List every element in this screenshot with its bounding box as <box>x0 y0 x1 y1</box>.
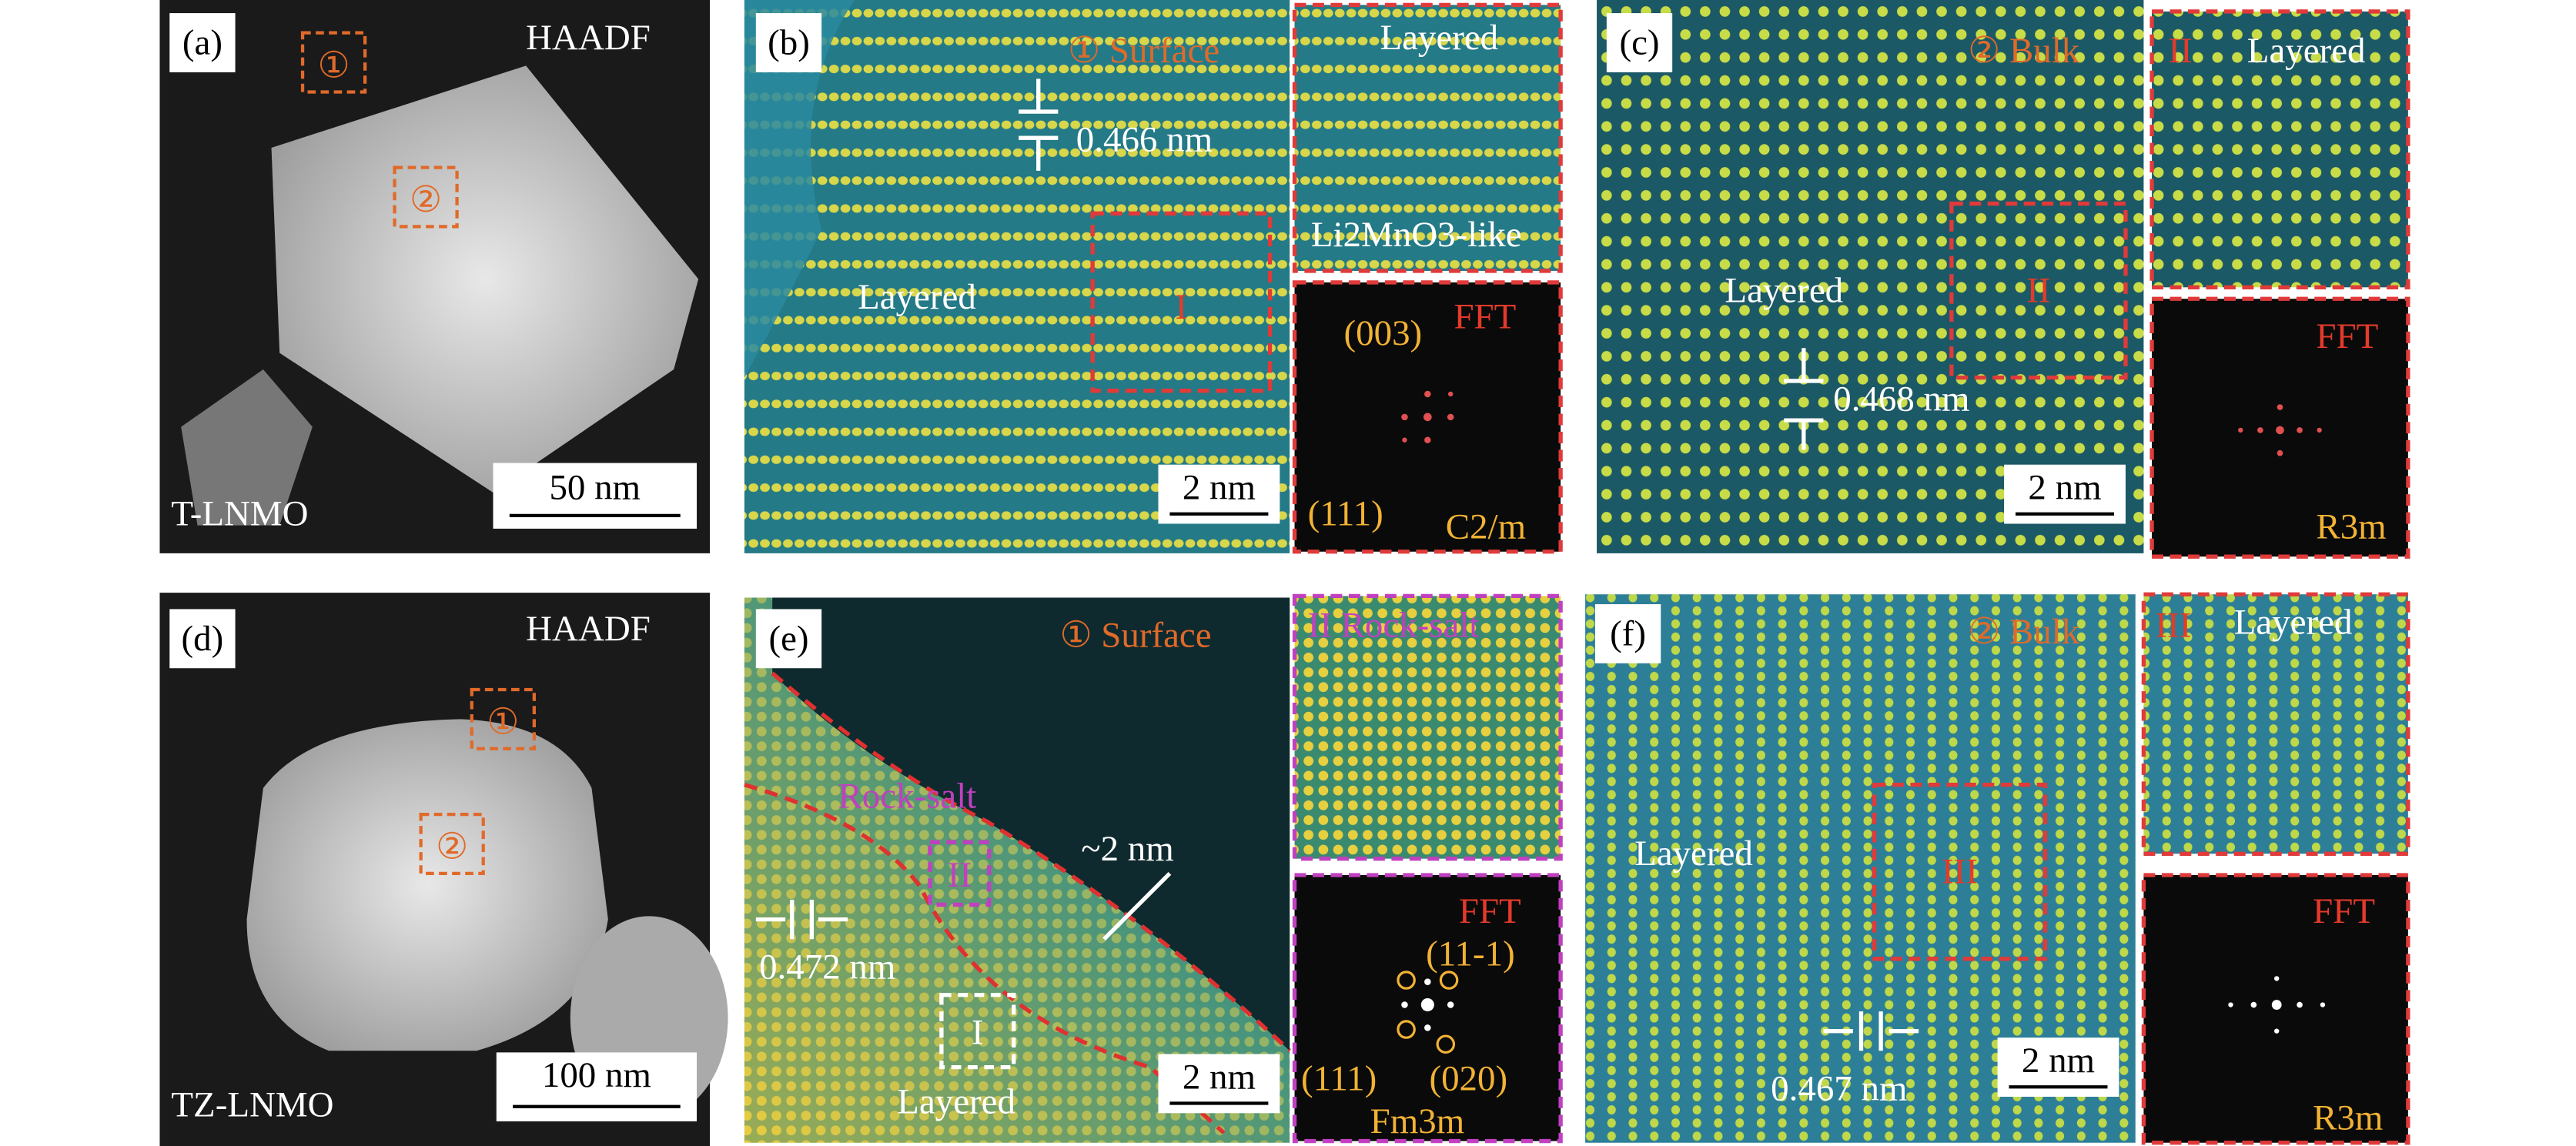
box-label: I <box>1176 287 1188 327</box>
inset-box: II <box>2168 31 2192 71</box>
panel-b: (b) ① Surface 0.466 nm Layered I 2 nm La… <box>744 0 1563 554</box>
inset <box>1292 593 1563 861</box>
vacuum <box>772 597 1290 1051</box>
thickness-label: ~2 nm <box>1081 829 1174 869</box>
spacing-label: 0.472 nm <box>759 947 895 987</box>
scale-bar-label: 2 nm <box>2028 468 2101 508</box>
inset-box: III <box>2155 606 2191 646</box>
inset-structure: Layered <box>2234 602 2353 642</box>
inset-structure: Layered <box>1380 18 1498 58</box>
structure-label: Layered <box>1725 271 1843 311</box>
inset <box>2149 9 2410 289</box>
fft-title: FFT <box>1454 297 1516 337</box>
particle <box>181 369 313 526</box>
scale-bar-label: 2 nm <box>1183 468 1256 508</box>
space-group: C2/m <box>1446 507 1526 547</box>
image <box>1597 0 2144 553</box>
fft-spot: (003) <box>1344 313 1423 353</box>
scale-bar-label: 2 nm <box>2022 1041 2095 1081</box>
inset-title: II Rock-salt <box>1308 606 1480 646</box>
region-label: ② Bulk <box>1968 612 2080 652</box>
scale-bar-label: 2 nm <box>1183 1057 1256 1097</box>
sample-label: T-LNMO <box>171 494 308 534</box>
region-label: ① <box>318 45 350 85</box>
inset-structure: Layered <box>2247 31 2366 71</box>
panel-label: (a) <box>182 22 222 62</box>
fft-title: FFT <box>2313 891 2375 931</box>
panel-label: (f) <box>1610 613 1646 653</box>
box-label: III <box>1942 852 1978 892</box>
particle <box>246 719 608 1051</box>
panel-e: (e) ① Surface Rock-salt ~2 nm 0.472 nm I… <box>744 593 1563 1144</box>
fft-spot: (11-1) <box>1426 934 1515 974</box>
space-group: R3m <box>2316 507 2386 547</box>
region-label: ② <box>410 180 442 220</box>
spacing-label: 0.468 nm <box>1833 379 1969 419</box>
inset <box>1292 2 1563 273</box>
scale-bar-label: 100 nm <box>542 1055 651 1095</box>
panel-label: (e) <box>768 619 808 659</box>
panel-label: (d) <box>182 619 224 659</box>
particle <box>271 65 699 493</box>
region-label: ① Surface <box>1068 31 1219 71</box>
panel-a: (a) HAADF ① ② 50 nm T-LNMO <box>159 0 711 553</box>
mode-label: HAADF <box>526 18 651 58</box>
panel-f: (f) ② Bulk Layered III 0.467 nm 2 nm III… <box>1585 592 2410 1145</box>
region-label: ② <box>436 827 468 867</box>
fft-title: FFT <box>1459 891 1521 931</box>
structure-label: Layered <box>897 1081 1015 1121</box>
panel-label: (b) <box>768 22 810 62</box>
spacing-label: 0.466 nm <box>1076 119 1213 159</box>
mode-label: HAADF <box>526 609 651 649</box>
panel-c: (c) ② Bulk Layered II 0.468 nm 2 nm II L… <box>1597 0 2410 559</box>
fft-spot: (020) <box>1429 1058 1507 1098</box>
space-group: Fm3m <box>1370 1101 1465 1141</box>
phase-label: Rock-salt <box>838 777 976 817</box>
region-label: ① Surface <box>1059 615 1211 655</box>
sample-label: TZ-LNMO <box>171 1085 333 1125</box>
structure-label: Layered <box>1634 834 1753 874</box>
fft-spot: (111) <box>1301 1058 1377 1098</box>
region-label: ① <box>487 703 519 743</box>
scale-bar-label: 50 nm <box>549 468 641 508</box>
structure-label: Layered <box>858 277 976 317</box>
fft-spot: (111) <box>1308 494 1383 534</box>
panel-d: (d) HAADF ① ② 100 nm TZ-LNMO <box>159 593 728 1146</box>
region-label: ② Bulk <box>1968 31 2080 71</box>
space-group: R3m <box>2313 1098 2383 1138</box>
box-label: II <box>948 855 972 895</box>
panel-label: (c) <box>1619 22 1659 62</box>
inset <box>2141 592 2410 856</box>
box-label: II <box>2026 271 2050 311</box>
fft-title: FFT <box>2316 316 2378 356</box>
image <box>744 0 1290 553</box>
box-label: I <box>972 1013 984 1053</box>
spacing-label: 0.467 nm <box>1771 1068 1907 1108</box>
inset-phase: Li2MnO3-like <box>1311 215 1522 255</box>
